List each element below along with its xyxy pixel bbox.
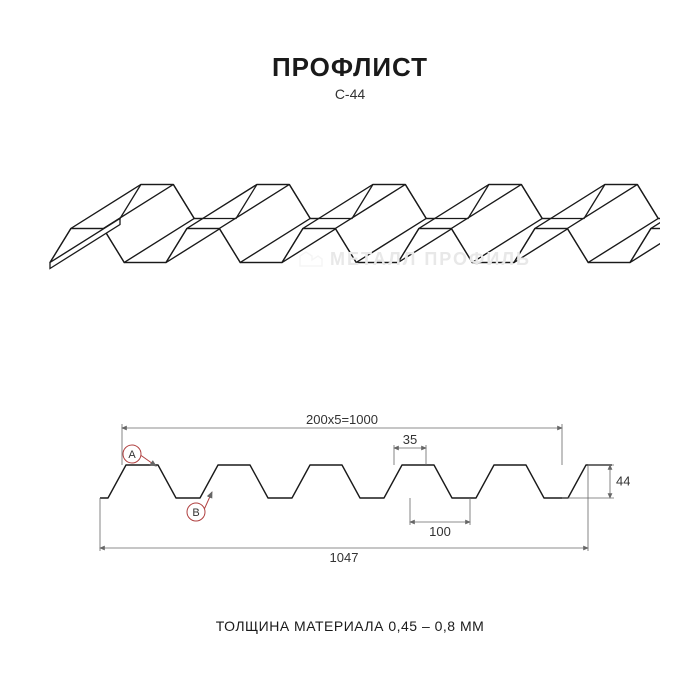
dimensioned-svg: 200x5=1000 35 100 1047 44 A B bbox=[70, 370, 630, 570]
watermark-text: МЕТАЛЛ ПРОФИЛЬ bbox=[330, 249, 531, 270]
svg-text:44: 44 bbox=[616, 474, 630, 489]
product-code: С-44 bbox=[0, 86, 700, 102]
watermark: МЕТАЛЛ ПРОФИЛЬ bbox=[298, 248, 531, 270]
svg-text:1047: 1047 bbox=[330, 550, 359, 565]
isometric-view bbox=[40, 150, 660, 300]
svg-text:B: B bbox=[192, 507, 199, 519]
watermark-icon bbox=[298, 248, 324, 270]
dimensioned-view: 200x5=1000 35 100 1047 44 A B bbox=[70, 370, 630, 570]
svg-text:A: A bbox=[128, 449, 136, 461]
svg-text:200x5=1000: 200x5=1000 bbox=[306, 412, 378, 427]
svg-text:100: 100 bbox=[429, 524, 451, 539]
svg-text:35: 35 bbox=[403, 432, 417, 447]
isometric-svg bbox=[40, 150, 660, 300]
thickness-note: ТОЛЩИНА МАТЕРИАЛА 0,45 – 0,8 ММ bbox=[0, 618, 700, 634]
page-title: ПРОФЛИСТ bbox=[0, 52, 700, 83]
